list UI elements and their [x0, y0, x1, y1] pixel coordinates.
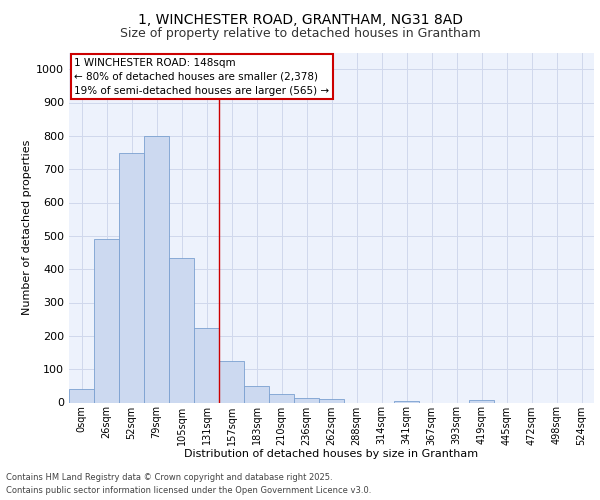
Bar	[269, 394, 294, 402]
Text: Size of property relative to detached houses in Grantham: Size of property relative to detached ho…	[119, 28, 481, 40]
Bar	[319, 399, 344, 402]
Text: 1, WINCHESTER ROAD, GRANTHAM, NG31 8AD: 1, WINCHESTER ROAD, GRANTHAM, NG31 8AD	[137, 12, 463, 26]
Text: Contains public sector information licensed under the Open Government Licence v3: Contains public sector information licen…	[6, 486, 371, 495]
Bar	[69, 389, 94, 402]
Bar	[119, 152, 144, 402]
Bar	[219, 361, 244, 403]
Bar	[144, 136, 169, 402]
Text: 1 WINCHESTER ROAD: 148sqm
← 80% of detached houses are smaller (2,378)
19% of se: 1 WINCHESTER ROAD: 148sqm ← 80% of detac…	[74, 58, 329, 96]
Y-axis label: Number of detached properties: Number of detached properties	[22, 140, 32, 315]
Bar	[194, 328, 219, 402]
X-axis label: Distribution of detached houses by size in Grantham: Distribution of detached houses by size …	[184, 449, 479, 459]
Bar	[169, 258, 194, 402]
Text: Contains HM Land Registry data © Crown copyright and database right 2025.: Contains HM Land Registry data © Crown c…	[6, 472, 332, 482]
Bar	[94, 239, 119, 402]
Bar	[244, 386, 269, 402]
Bar	[469, 400, 494, 402]
Bar	[394, 401, 419, 402]
Bar	[294, 398, 319, 402]
